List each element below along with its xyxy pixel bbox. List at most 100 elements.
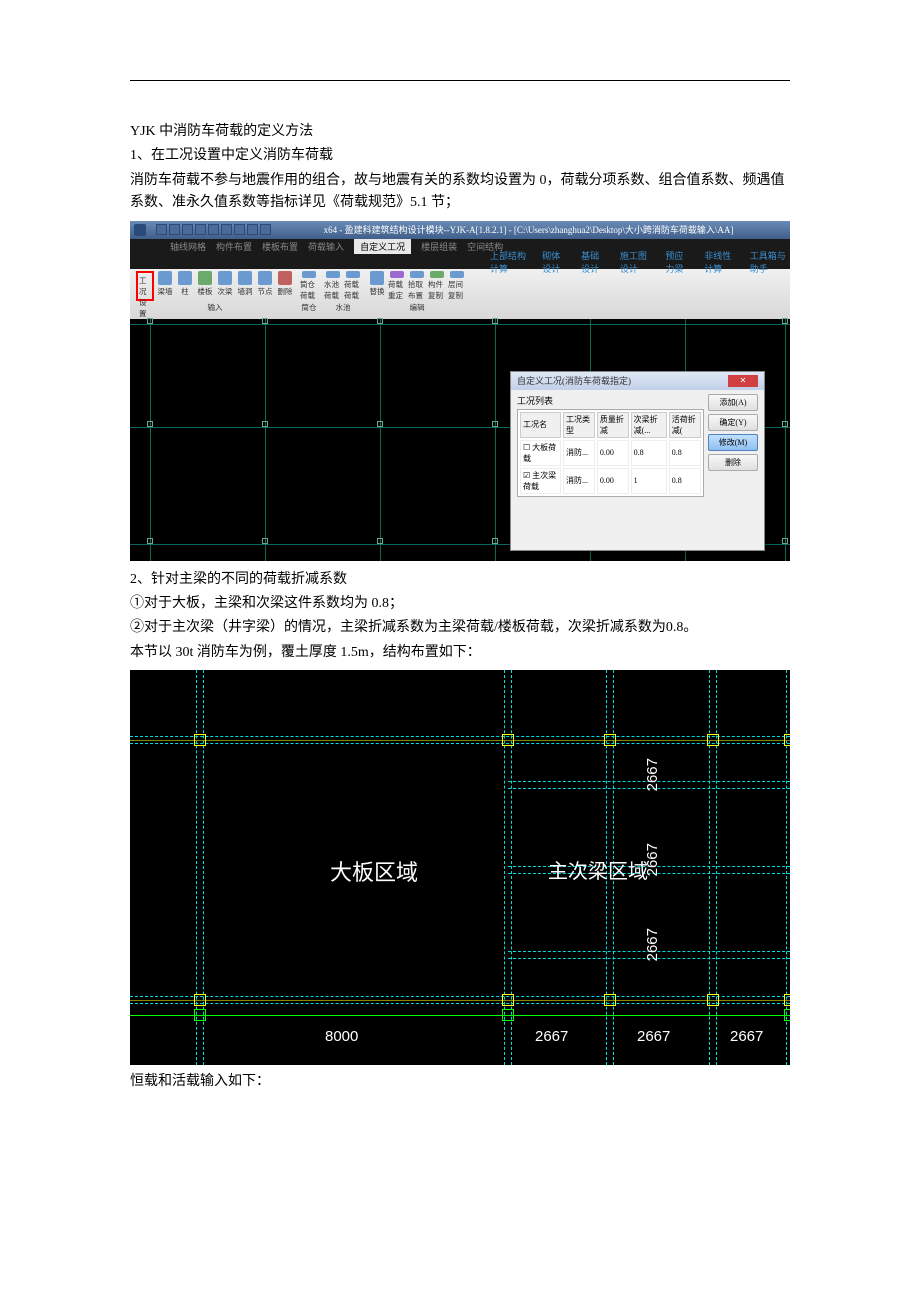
- table-cell: 0.8: [669, 440, 701, 466]
- ribbon-button[interactable]: 拾取布置: [408, 271, 426, 301]
- ok-button[interactable]: 确定(Y): [708, 414, 758, 431]
- module-tab[interactable]: 施工图设计: [620, 249, 654, 275]
- ribbon-button[interactable]: 构件复制: [428, 271, 446, 301]
- grid-line: [380, 319, 381, 561]
- ribbon-icon: [370, 271, 384, 285]
- ribbon-group-label: 水池: [336, 302, 351, 313]
- ribbon-icon: [218, 271, 232, 285]
- dimension-label: 2667: [730, 1028, 763, 1045]
- ribbon-button[interactable]: 替换: [368, 271, 386, 301]
- table-cell: ☐ 大板荷载: [520, 440, 561, 466]
- grid-node: [492, 421, 498, 427]
- modify-button[interactable]: 修改(M): [708, 434, 758, 451]
- grid-node: [262, 421, 268, 427]
- region-label: 大板区域: [330, 855, 418, 887]
- menu-tab[interactable]: 楼层组装: [421, 240, 457, 253]
- column-node: [784, 1009, 790, 1021]
- grid-node: [147, 421, 153, 427]
- ribbon-button[interactable]: 荷载重定: [388, 271, 406, 301]
- ribbon-button[interactable]: 筒仓荷载: [300, 271, 318, 301]
- ribbon-icon: [158, 271, 172, 285]
- column-node: [194, 1009, 206, 1021]
- table-row[interactable]: ☑ 主次梁荷载消防...0.0010.8: [520, 468, 701, 494]
- ribbon-icon: [450, 271, 464, 278]
- grid-node: [492, 538, 498, 544]
- grid-node: [262, 538, 268, 544]
- app-icon: [134, 224, 146, 236]
- module-tab[interactable]: 非线性计算: [704, 249, 738, 275]
- table-cell: ☑ 主次梁荷载: [520, 468, 561, 494]
- column-node: [604, 734, 616, 746]
- table-cell: 0.00: [597, 468, 629, 494]
- grid-node: [492, 318, 498, 324]
- ribbon-button[interactable]: 删除: [276, 271, 294, 301]
- column-node: [707, 734, 719, 746]
- ribbon-button[interactable]: 荷载荷载: [344, 271, 362, 301]
- table-header: 工况名: [520, 412, 561, 438]
- ribbon-button[interactable]: 工况设置: [136, 271, 154, 301]
- grid-node: [147, 318, 153, 324]
- load-case-table: 工况名工况类型质量折减次梁折减(...活荷折减( ☐ 大板荷载消防...0.00…: [517, 409, 704, 497]
- ribbon-icon: [178, 271, 192, 285]
- grid-node: [377, 318, 383, 324]
- ribbon-button[interactable]: 楼板: [196, 271, 214, 301]
- menu-tab[interactable]: 荷载输入: [308, 240, 344, 253]
- ribbon-button[interactable]: 次梁: [216, 271, 234, 301]
- axis-line: [130, 1015, 790, 1016]
- ribbon-button[interactable]: 层间复制: [448, 271, 466, 301]
- ribbon-icon: [326, 271, 340, 278]
- module-tab[interactable]: 预应力梁: [665, 249, 692, 275]
- table-cell: 1: [631, 468, 667, 494]
- grid-node: [262, 318, 268, 324]
- list-label: 工况列表: [517, 394, 704, 407]
- table-cell: 0.8: [631, 440, 667, 466]
- table-cell: 0.8: [669, 468, 701, 494]
- table-row[interactable]: ☐ 大板荷载消防...0.000.80.8: [520, 440, 701, 466]
- window-titlebar: x64 - 盈建科建筑结构设计模块--YJK-A[1.8.2.1] - [C:\…: [130, 221, 790, 239]
- custom-load-case-dialog: 自定义工况(消防车荷载指定) ✕ 工况列表 工况名工况类型质量折减次梁折减(..…: [510, 371, 765, 551]
- main-beam-center: [130, 1000, 790, 1001]
- column-node: [502, 1009, 514, 1021]
- column-node: [194, 994, 206, 1006]
- add-button[interactable]: 添加(A): [708, 394, 758, 411]
- ribbon-icon: [410, 271, 424, 278]
- module-tab[interactable]: 工具箱与助手: [750, 249, 790, 275]
- ribbon-button[interactable]: 柱: [176, 271, 194, 301]
- sec3-paragraph: 恒载和活载输入如下：: [130, 1071, 790, 1093]
- menu-tab[interactable]: 楼板布置: [262, 240, 298, 253]
- ribbon-group-label: 编辑: [410, 302, 425, 313]
- menu-tab[interactable]: 构件布置: [216, 240, 252, 253]
- ribbon-button[interactable]: 水池荷载: [324, 271, 342, 301]
- menu-tab[interactable]: 自定义工况: [354, 239, 411, 254]
- ribbon-button[interactable]: 节点: [256, 271, 274, 301]
- ribbon-button[interactable]: 墙洞: [236, 271, 254, 301]
- delete-button[interactable]: 删除: [708, 454, 758, 471]
- dimension-label: 8000: [325, 1028, 358, 1045]
- close-icon[interactable]: ✕: [728, 375, 758, 387]
- dimension-label: 2667: [535, 1028, 568, 1045]
- menu-tab[interactable]: 轴线网格: [170, 240, 206, 253]
- ribbon-icon: [258, 271, 272, 285]
- dimension-label: 2667: [637, 1028, 670, 1045]
- doc-title: YJK 中消防车荷载的定义方法: [130, 121, 790, 143]
- module-tab[interactable]: 砌体设计: [542, 249, 569, 275]
- ribbon-button[interactable]: 梁墙: [156, 271, 174, 301]
- table-header: 质量折减: [597, 412, 629, 438]
- grid-line: [495, 319, 496, 561]
- column-node: [502, 734, 514, 746]
- main-beam-center: [130, 740, 790, 741]
- sec1-paragraph: 消防车荷载不参与地震作用的组合，故与地震有关的系数均设置为 0，荷载分项系数、组…: [130, 170, 790, 215]
- module-tab[interactable]: 基础设计: [581, 249, 608, 275]
- dimension-label: 2667: [644, 928, 661, 961]
- dimension-label: 2667: [644, 758, 661, 791]
- ribbon-group-label: 筒仓: [302, 302, 317, 313]
- grid-node: [377, 421, 383, 427]
- grid-node: [147, 538, 153, 544]
- ribbon-icon: [430, 271, 444, 278]
- module-tab[interactable]: 上部结构计算: [490, 249, 530, 275]
- column-node: [784, 994, 790, 1006]
- ribbon-icon: [390, 271, 404, 278]
- table-header: 次梁折减(...: [631, 412, 667, 438]
- grid-line: [785, 319, 786, 561]
- quick-access-toolbar: [156, 224, 271, 235]
